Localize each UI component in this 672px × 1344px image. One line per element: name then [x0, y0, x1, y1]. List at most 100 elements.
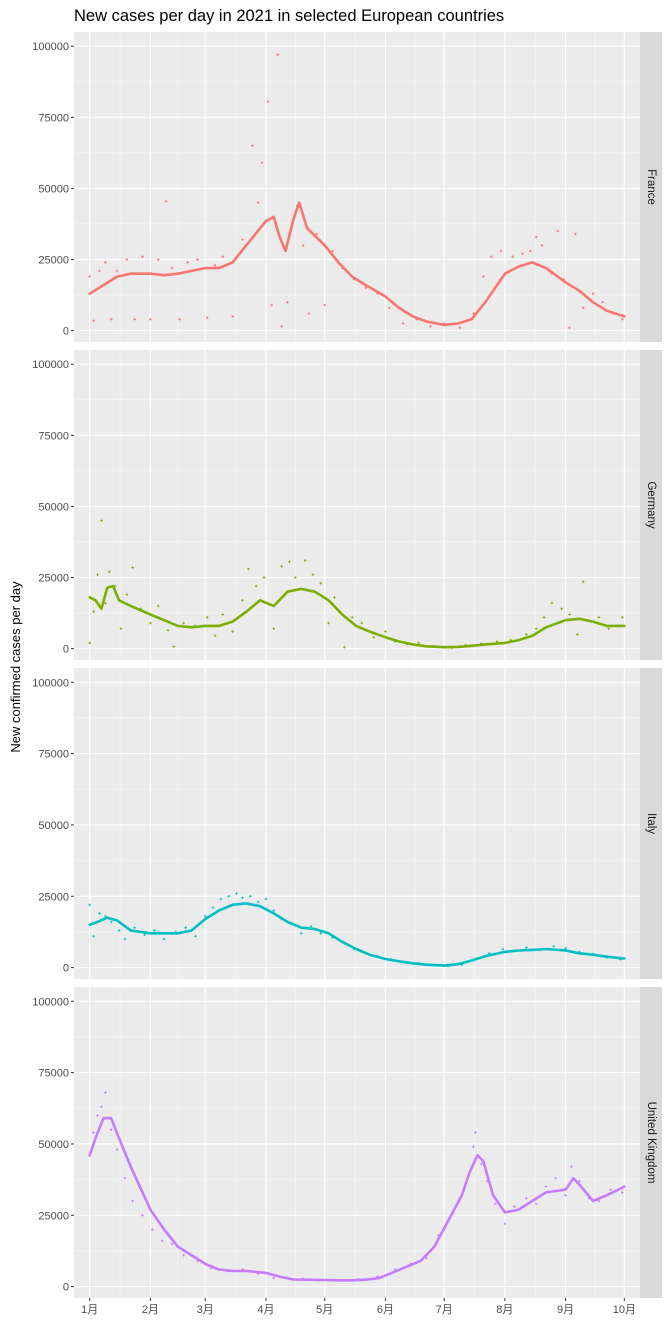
- data-point: [309, 924, 313, 928]
- data-point: [513, 1205, 516, 1208]
- data-point: [294, 576, 297, 579]
- data-point: [299, 932, 303, 935]
- data-point: [96, 573, 99, 576]
- facet-strip: [640, 32, 662, 342]
- data-point: [270, 303, 274, 307]
- x-tick-label: 1月: [81, 1304, 98, 1316]
- data-point: [350, 616, 354, 619]
- data-point: [564, 946, 567, 950]
- data-point: [123, 937, 127, 941]
- y-tick-label: 25000: [38, 573, 69, 585]
- data-point: [280, 564, 283, 568]
- panel-background: [74, 32, 640, 342]
- y-tick-label: 75000: [38, 112, 69, 124]
- data-point: [115, 1148, 119, 1151]
- data-point: [125, 258, 129, 261]
- series-line: [88, 201, 626, 327]
- x-tick-label: 10月: [613, 1304, 636, 1316]
- data-point: [458, 326, 462, 330]
- data-point: [311, 573, 315, 576]
- data-point: [388, 306, 391, 310]
- data-point: [149, 621, 152, 625]
- y-tick-label: 50000: [38, 820, 69, 832]
- data-point: [276, 53, 279, 57]
- data-point: [360, 621, 364, 625]
- data-point: [577, 1179, 581, 1183]
- y-tick-label: 100000: [32, 677, 69, 689]
- data-point: [511, 255, 514, 258]
- data-point: [503, 1222, 507, 1226]
- data-point: [521, 252, 524, 256]
- data-point: [560, 607, 563, 611]
- facet-label: France: [645, 169, 657, 205]
- data-point: [250, 144, 254, 148]
- data-point: [384, 630, 387, 633]
- data-point: [141, 1213, 144, 1217]
- panel-germany: 0 25000 50000 75000 100000 Germany: [32, 350, 662, 660]
- data-point: [109, 317, 113, 321]
- data-point: [472, 1145, 475, 1149]
- series-line: [88, 902, 626, 967]
- data-point: [280, 325, 283, 328]
- data-point: [564, 1193, 567, 1197]
- data-point: [107, 570, 111, 574]
- data-point: [597, 616, 601, 619]
- data-point: [117, 929, 121, 932]
- data-point: [364, 286, 368, 290]
- data-point: [525, 633, 528, 636]
- data-point: [184, 926, 187, 929]
- data-point: [501, 947, 505, 951]
- y-tick-label: 100000: [32, 41, 69, 53]
- y-tick-label: 75000: [38, 1068, 69, 1080]
- data-point: [196, 258, 199, 261]
- x-tick-label: 2月: [142, 1304, 159, 1316]
- series-line: [88, 584, 626, 649]
- data-point: [266, 100, 270, 103]
- data-point: [254, 584, 258, 588]
- data-point: [525, 1196, 528, 1200]
- data-point: [307, 312, 311, 315]
- y-tick-label: 100000: [32, 996, 69, 1008]
- data-point: [621, 1191, 624, 1194]
- data-point: [262, 576, 266, 579]
- data-point: [534, 627, 538, 631]
- data-point: [104, 914, 107, 918]
- data-point: [231, 315, 234, 318]
- data-point: [256, 900, 260, 904]
- data-point: [319, 581, 323, 585]
- data-point: [556, 229, 560, 233]
- data-point: [525, 946, 528, 949]
- data-point: [133, 317, 137, 321]
- data-point: [141, 255, 144, 258]
- data-point: [92, 319, 95, 322]
- panel-background: [74, 668, 640, 979]
- data-point: [119, 627, 123, 631]
- y-tick-label: 75000: [38, 749, 69, 761]
- data-point: [96, 1114, 99, 1117]
- data-point: [576, 633, 579, 636]
- y-tick-label: 0: [63, 1282, 69, 1294]
- facet-label: Italy: [645, 813, 657, 834]
- data-point: [92, 934, 95, 938]
- data-point: [570, 1165, 573, 1169]
- facet-label: Germany: [645, 481, 657, 529]
- data-point: [489, 255, 493, 258]
- x-tick-label: 6月: [377, 1304, 394, 1316]
- data-point: [552, 944, 556, 948]
- facet-strip: [640, 668, 662, 979]
- data-point: [131, 566, 135, 569]
- data-point: [88, 275, 91, 278]
- data-point: [213, 634, 217, 638]
- data-point: [482, 275, 485, 278]
- data-point: [172, 645, 176, 648]
- data-point: [323, 303, 326, 307]
- data-point: [264, 897, 268, 901]
- data-point: [499, 249, 503, 253]
- data-point: [100, 1105, 103, 1109]
- data-point: [203, 914, 207, 918]
- data-point: [581, 306, 585, 310]
- facet-panels: 0 25000 50000 75000 100000 France 0 25000 50000 7…: [32, 32, 662, 1298]
- data-point: [601, 300, 605, 304]
- data-point: [607, 627, 610, 631]
- data-point: [149, 317, 152, 321]
